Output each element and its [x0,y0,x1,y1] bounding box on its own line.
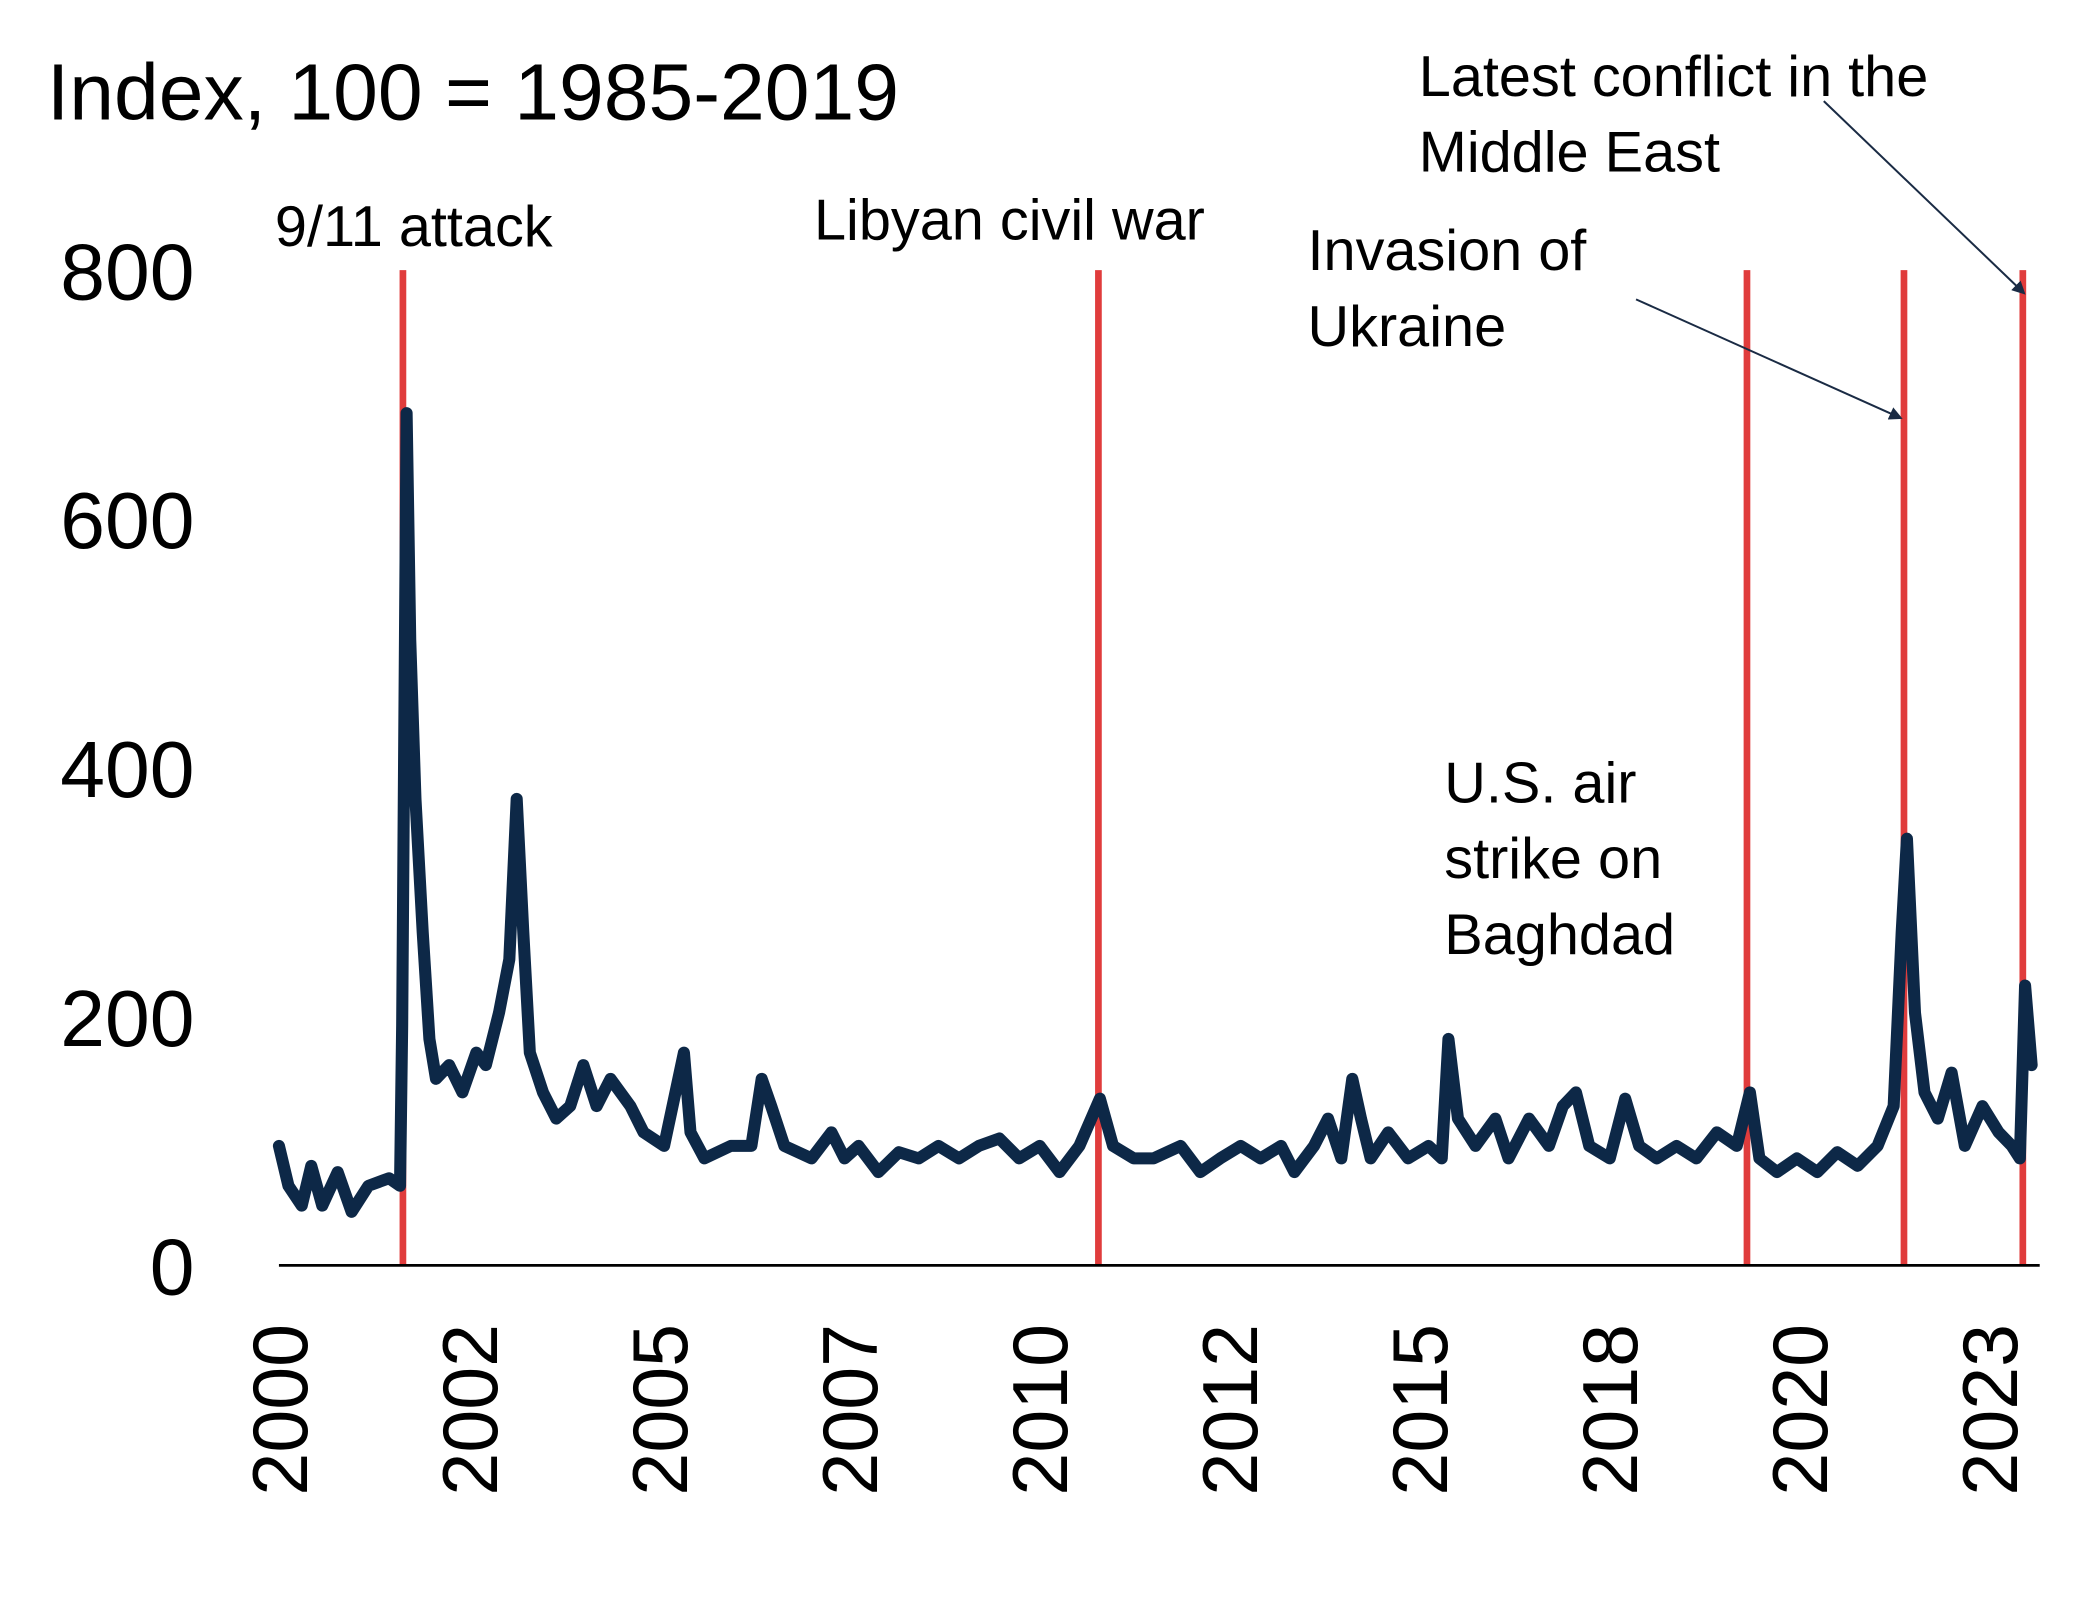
arrow-ukraine [1635,298,1903,420]
x-tick-label: 2018 [1568,1324,1654,1496]
annotation-ukraine: Invasion of Ukraine [1308,219,1603,359]
annotation-9-11: 9/11 attack [275,195,553,259]
x-tick-label: 2000 [238,1324,324,1496]
y-tick-label: 600 [60,475,194,565]
annotation-ukraine-line2: Ukraine [1308,295,1507,359]
y-tick-label: 200 [60,973,194,1063]
event-lines [399,270,2027,1266]
x-tick-label: 2012 [1188,1324,1274,1496]
series-layer [272,407,2038,1218]
annotation-baghdad-line2: strike on [1444,827,1662,891]
x-axis: 2000 2002 2005 2007 2010 2012 2015 2018 2020 2023 [238,1324,2034,1496]
annotation-baghdad: U.S. air strike on Baghdad [1444,752,1678,967]
x-tick-label: 2020 [1758,1324,1844,1496]
annotation-baghdad-line1: U.S. air [1444,752,1636,816]
x-tick-label: 2002 [428,1324,514,1496]
chart-title: Index, 100 = 1985-2019 [47,47,899,137]
annotation-middle-east: Latest conflict in the Middle East [1419,45,1945,185]
annotation-ukraine-line1: Invasion of [1308,219,1588,283]
arrow-middle-east [1823,100,2026,295]
x-tick-label: 2005 [618,1324,704,1496]
annotation-middle-east-line1: Latest conflict in the [1419,45,1929,109]
y-tick-label: 800 [60,227,194,317]
x-tick-label: 2010 [998,1324,1084,1496]
annotations: 9/11 attack Libyan civil war U.S. air st… [275,45,2026,967]
x-tick-label: 2015 [1378,1324,1464,1496]
x-tick-label: 2007 [808,1324,894,1496]
x-tick-label: 2023 [1948,1324,2034,1496]
annotation-baghdad-line3: Baghdad [1444,903,1675,967]
y-tick-label: 400 [60,724,194,814]
annotation-middle-east-line2: Middle East [1419,121,1720,185]
y-tick-label: 0 [150,1222,195,1312]
y-axis: 0 200 400 600 800 [60,227,194,1312]
series-line-index [272,407,2038,1218]
annotation-libya: Libyan civil war [814,189,1205,253]
